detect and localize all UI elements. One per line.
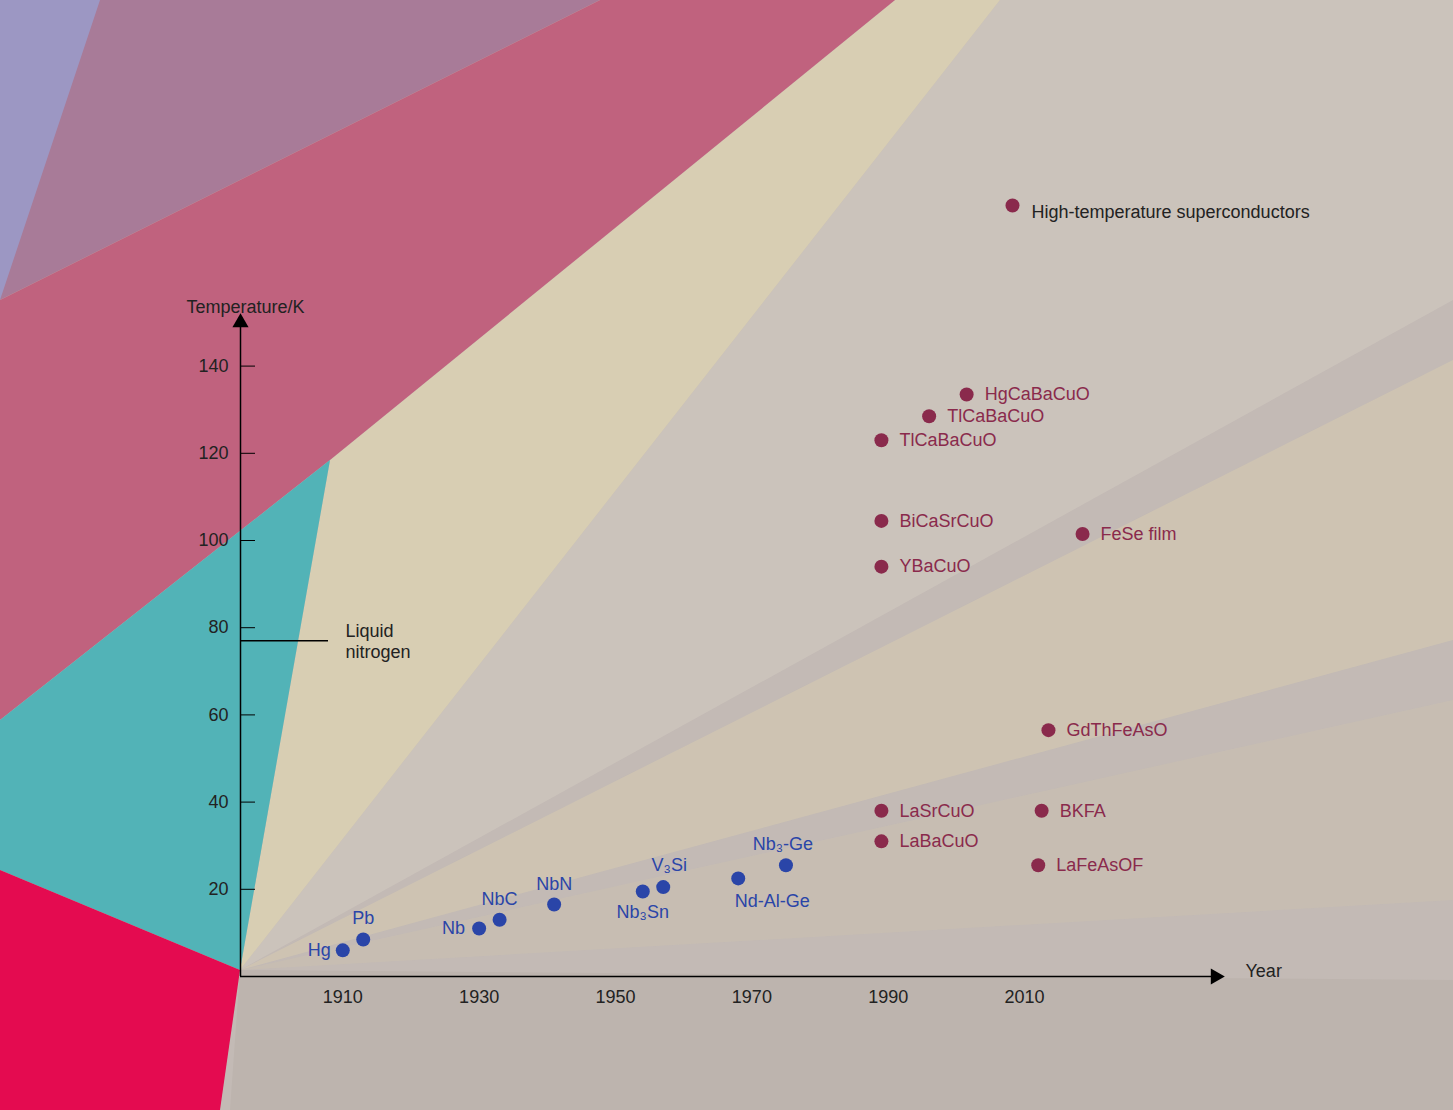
svg-text:LaSrCuO: LaSrCuO xyxy=(899,801,974,821)
svg-text:Year: Year xyxy=(1246,961,1282,981)
svg-text:NbC: NbC xyxy=(482,889,518,909)
svg-text:GdThFeAsO: GdThFeAsO xyxy=(1066,720,1167,740)
svg-text:V₃Si: V₃Si xyxy=(652,855,687,875)
svg-text:YBaCuO: YBaCuO xyxy=(899,556,970,576)
svg-text:TlCaBaCuO: TlCaBaCuO xyxy=(899,430,996,450)
svg-text:TlCaBaCuO: TlCaBaCuO xyxy=(947,406,1044,426)
svg-text:LaFeAsOF: LaFeAsOF xyxy=(1056,855,1143,875)
svg-text:1990: 1990 xyxy=(868,987,908,1007)
svg-text:120: 120 xyxy=(198,443,228,463)
svg-text:Hg: Hg xyxy=(308,940,331,960)
svg-text:1930: 1930 xyxy=(459,987,499,1007)
svg-text:Pb: Pb xyxy=(352,908,374,928)
svg-text:Temperature/K: Temperature/K xyxy=(186,297,304,317)
svg-text:Nb: Nb xyxy=(442,918,465,938)
svg-text:2010: 2010 xyxy=(1005,987,1045,1007)
svg-text:BiCaSrCuO: BiCaSrCuO xyxy=(899,511,993,531)
svg-text:140: 140 xyxy=(198,356,228,376)
svg-text:Nd-Al-Ge: Nd-Al-Ge xyxy=(735,891,810,911)
svg-text:1950: 1950 xyxy=(595,987,635,1007)
svg-text:NbN: NbN xyxy=(536,874,572,894)
svg-text:60: 60 xyxy=(208,705,228,725)
svg-text:80: 80 xyxy=(208,617,228,637)
svg-text:100: 100 xyxy=(198,530,228,550)
svg-text:40: 40 xyxy=(208,792,228,812)
svg-text:1910: 1910 xyxy=(323,987,363,1007)
svg-text:LaBaCuO: LaBaCuO xyxy=(899,831,978,851)
svg-text:Nb₃Sn: Nb₃Sn xyxy=(617,902,669,922)
svg-text:Nb₃-Ge: Nb₃-Ge xyxy=(753,834,813,854)
svg-text:1970: 1970 xyxy=(732,987,772,1007)
svg-text:FeSe film: FeSe film xyxy=(1101,524,1177,544)
svg-text:HgCaBaCuO: HgCaBaCuO xyxy=(985,384,1090,404)
svg-text:Liquidnitrogen: Liquidnitrogen xyxy=(346,621,411,663)
svg-text:20: 20 xyxy=(208,879,228,899)
svg-text:BKFA: BKFA xyxy=(1060,801,1106,821)
svg-text:High-temperature superconducto: High-temperature superconductors xyxy=(1032,202,1310,222)
